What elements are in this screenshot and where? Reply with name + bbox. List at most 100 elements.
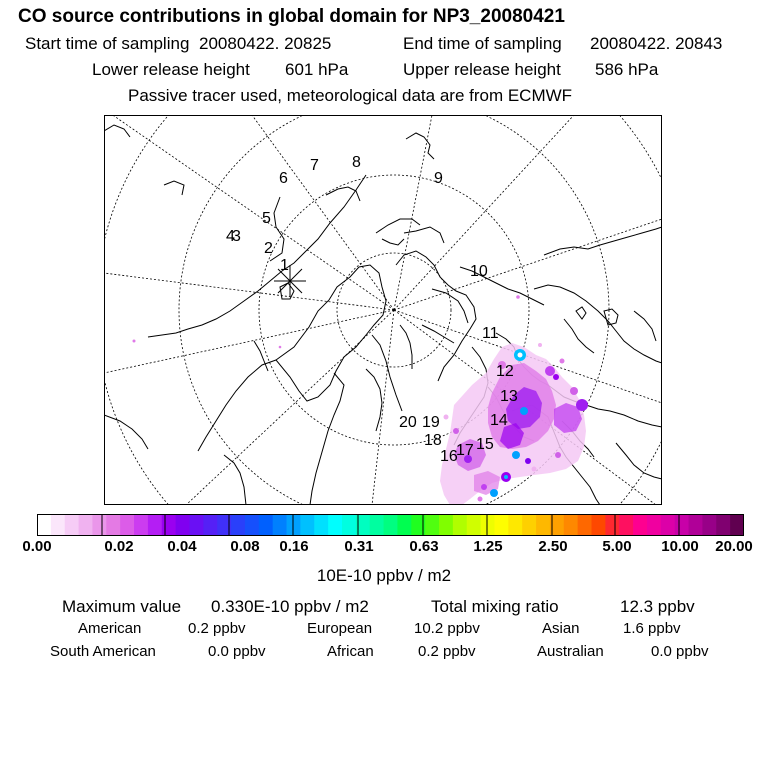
colorbar-swatch xyxy=(106,514,121,536)
lower-release-label: Lower release height xyxy=(92,60,250,79)
end-time-label: End time of sampling xyxy=(403,34,562,53)
region-value-african: 0.2 ppbv xyxy=(418,643,476,660)
trajectory-label: 8 xyxy=(352,154,361,171)
region-name-australian: Australian xyxy=(537,643,604,660)
colorbar-swatch xyxy=(646,514,662,536)
trajectory-label: 10 xyxy=(470,263,488,280)
colorbar-swatch xyxy=(203,514,218,536)
colorbar-swatch xyxy=(189,514,204,536)
colorbar-swatch xyxy=(258,514,274,536)
colorbar-swatch xyxy=(563,514,579,536)
colorbar-tick: 10.00 xyxy=(661,538,699,555)
colorbar-swatch xyxy=(452,514,468,536)
colorbar-swatch xyxy=(716,514,731,536)
trajectory-label: 2 xyxy=(264,240,273,257)
colorbar-swatch xyxy=(674,514,690,536)
region-name-african: African xyxy=(327,643,374,660)
colorbar-tick: 0.04 xyxy=(167,538,197,555)
trajectory-label: 19 xyxy=(422,414,440,431)
trajectory-label: 18 xyxy=(424,432,442,449)
colorbar-swatch xyxy=(660,514,676,536)
region-value-australian: 0.0 ppbv xyxy=(651,643,709,660)
trajectory-label: 20 xyxy=(399,414,417,431)
region-value-european: 10.2 ppbv xyxy=(414,620,480,637)
colorbar-tick: 0.02 xyxy=(104,538,134,555)
colorbar xyxy=(37,514,744,536)
trajectory-label: 17 xyxy=(456,442,474,459)
colorbar-swatch xyxy=(425,514,440,536)
colorbar-swatch xyxy=(272,514,288,536)
trajectory-label: 16 xyxy=(440,448,458,465)
region-name-american: American xyxy=(78,620,142,637)
colorbar-swatch xyxy=(633,514,648,536)
page-title: CO source contributions in global domain… xyxy=(18,6,565,27)
colorbar-swatch xyxy=(64,514,80,536)
trajectory-label: 12 xyxy=(496,363,514,380)
colorbar-tick: 0.08 xyxy=(230,538,260,555)
colorbar-swatch xyxy=(688,514,704,536)
end-time-value: 20080422. 20843 xyxy=(590,34,723,53)
colorbar-swatch xyxy=(702,514,717,536)
colorbar-tick: 0.16 xyxy=(279,538,309,555)
trajectory-label: 11 xyxy=(482,325,499,342)
max-value: 0.330E-10 ppbv / m2 xyxy=(211,597,369,616)
region-name-asian: Asian xyxy=(542,620,580,637)
colorbar-swatch xyxy=(120,514,135,536)
colorbar-swatch xyxy=(619,514,634,536)
colorbar-swatch xyxy=(231,514,246,536)
colorbar-swatch xyxy=(522,514,537,536)
colorbar-swatch xyxy=(78,514,94,536)
start-time-label: Start time of sampling xyxy=(25,34,190,53)
region-name-south-american: South American xyxy=(50,643,156,660)
trajectory-label: 7 xyxy=(310,157,319,174)
total-mixing-label: Total mixing ratio xyxy=(431,597,559,616)
colorbar-swatch xyxy=(730,514,744,536)
release-site-marker xyxy=(274,265,306,297)
colorbar-swatch xyxy=(147,514,163,536)
trajectory-label: 5 xyxy=(262,210,271,227)
colorbar-swatch xyxy=(577,514,593,536)
region-value-asian: 1.6 ppbv xyxy=(623,620,681,637)
region-value-american: 0.2 ppbv xyxy=(188,620,246,637)
trajectory-label: 4 xyxy=(226,228,235,245)
trajectory-label: 14 xyxy=(490,412,508,429)
colorbar-tick: 0.00 xyxy=(22,538,52,555)
colorbar-swatch xyxy=(314,514,329,536)
upper-release-value: 586 hPa xyxy=(595,60,659,79)
total-mixing-value: 12.3 ppbv xyxy=(620,597,695,616)
max-value-label: Maximum value xyxy=(62,597,182,616)
colorbar-swatch xyxy=(536,514,551,536)
region-name-european: European xyxy=(307,620,373,637)
trajectory-label: 9 xyxy=(434,170,443,187)
colorbar-swatch xyxy=(286,514,301,536)
upper-release-label: Upper release height xyxy=(403,60,561,79)
colorbar-tick: 2.50 xyxy=(538,538,568,555)
colorbar-swatch xyxy=(397,514,412,536)
lower-release-value: 601 hPa xyxy=(285,60,349,79)
colorbar-swatch xyxy=(480,514,496,536)
colorbar-tick: 5.00 xyxy=(602,538,632,555)
colorbar-swatch xyxy=(383,514,399,536)
colorbar-swatch xyxy=(175,514,191,536)
trajectory-label: 6 xyxy=(279,170,288,187)
trajectory-label: 3 xyxy=(232,228,241,245)
map-frame xyxy=(104,115,662,505)
colorbar-swatch xyxy=(50,514,66,536)
colorbar-swatch xyxy=(439,514,454,536)
colorbar-swatch xyxy=(466,514,482,536)
colorbar-unit: 10E-10 ppbv / m2 xyxy=(316,566,452,585)
colorbar-swatch xyxy=(605,514,620,536)
colorbar-swatch xyxy=(369,514,385,536)
tracer-field xyxy=(132,295,588,505)
trajectory-label: 13 xyxy=(500,388,518,405)
colorbar-swatch xyxy=(591,514,606,536)
colorbar-swatch xyxy=(549,514,565,536)
colorbar-swatch xyxy=(328,514,343,536)
colorbar-swatch xyxy=(92,514,107,536)
colorbar-tick: 0.31 xyxy=(344,538,374,555)
colorbar-swatch xyxy=(37,514,52,536)
colorbar-swatch xyxy=(411,514,426,536)
colorbar-swatch xyxy=(508,514,523,536)
colorbar-swatch xyxy=(300,514,315,536)
